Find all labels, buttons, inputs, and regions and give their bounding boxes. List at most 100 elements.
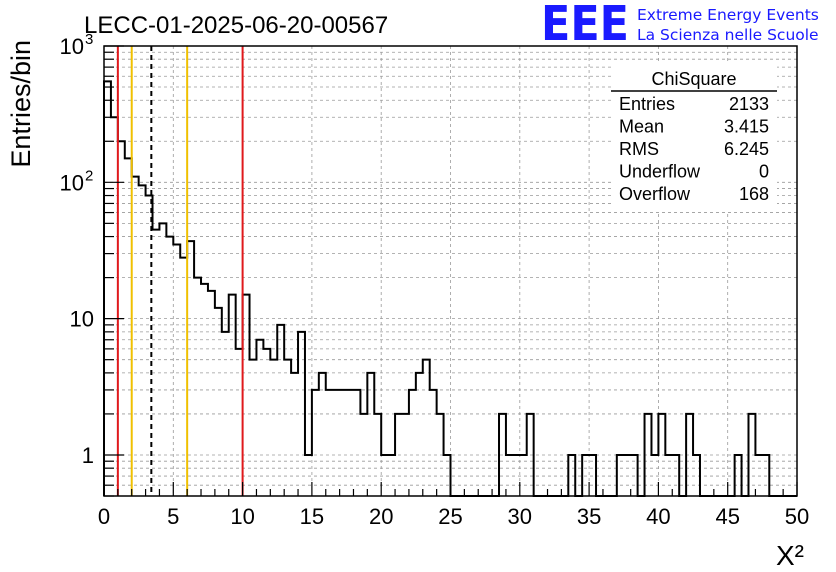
- y-axis-label: Entries/bin: [6, 40, 36, 168]
- histogram-bin: [568, 455, 575, 496]
- histogram-bin: [159, 223, 166, 496]
- histogram-bin: [208, 291, 215, 496]
- x-tick-label: 20: [369, 504, 393, 529]
- stats-box-title: ChiSquare: [651, 69, 736, 89]
- histogram-bin: [291, 373, 298, 496]
- histogram-bin: [527, 414, 534, 496]
- x-tick-label: 30: [508, 504, 532, 529]
- y-tick-exponent: 3: [85, 31, 93, 48]
- histogram-bin: [236, 349, 243, 496]
- histogram-bin: [589, 455, 596, 496]
- histogram-bin: [582, 455, 589, 496]
- x-tick-labels: 0 5 10 15 20 25 30 35 40 45 50: [98, 504, 809, 529]
- y-tick-label: 10: [60, 170, 84, 195]
- histogram-bin: [111, 117, 118, 496]
- stats-value: 168: [739, 184, 769, 204]
- histogram-bin: [277, 325, 284, 496]
- histogram-bin: [173, 244, 180, 496]
- histogram-bin: [319, 373, 326, 496]
- histogram-bin: [250, 360, 257, 496]
- histogram-series: [103, 80, 797, 497]
- histogram-bin: [263, 349, 270, 496]
- stats-label: Underflow: [619, 162, 701, 182]
- histogram-layer: [103, 80, 797, 497]
- x-tick-label: 10: [230, 504, 254, 529]
- histogram-bin: [298, 332, 305, 496]
- stats-box: ChiSquare Entries 2133 Mean 3.415 RMS 6.245 Un…: [611, 63, 777, 211]
- x-tick-label: 35: [577, 504, 601, 529]
- histogram-bin: [651, 455, 658, 496]
- histogram-bin: [256, 340, 263, 496]
- reference-lines-layer: [116, 46, 244, 496]
- histogram-bin: [520, 455, 527, 496]
- y-tick-exponent: 2: [85, 167, 93, 184]
- stats-value: 0: [759, 162, 769, 182]
- eee-logo-mark: EEE: [541, 0, 629, 52]
- histogram-bin: [388, 455, 395, 496]
- histogram-bin: [693, 455, 700, 496]
- histogram-bin: [735, 455, 742, 496]
- histogram-bin: [243, 295, 250, 496]
- x-tick-label: 15: [300, 504, 324, 529]
- stats-label: Mean: [619, 117, 664, 137]
- histogram-bin: [506, 455, 513, 496]
- histogram-bin: [222, 332, 229, 496]
- stats-label: Overflow: [619, 184, 691, 204]
- histogram-bin: [139, 185, 146, 496]
- histogram-bin: [340, 390, 347, 496]
- histogram-bin: [201, 284, 208, 496]
- histogram-bin: [665, 455, 672, 496]
- histogram-bin: [194, 278, 201, 496]
- histogram-bin: [347, 390, 354, 496]
- histogram-bin: [132, 177, 139, 496]
- histogram-bin: [215, 308, 222, 496]
- histogram-bin: [755, 455, 762, 496]
- histogram-bin: [437, 414, 444, 496]
- histogram-bin: [624, 455, 631, 496]
- eee-logo-line2: La Scienza nelle Scuole: [637, 26, 819, 44]
- x-tick-label: 0: [98, 504, 110, 529]
- histogram-bin: [430, 390, 437, 496]
- x-tick-label: 25: [438, 504, 462, 529]
- y-tick-label: 10: [60, 34, 84, 59]
- histogram-bin: [374, 414, 381, 496]
- histogram-bin: [180, 258, 187, 496]
- x-tick-label: 5: [167, 504, 179, 529]
- stats-box-rows: Entries 2133 Mean 3.415 RMS 6.245 Underflow 0 Ov…: [619, 94, 769, 204]
- x-tick-label: 40: [646, 504, 670, 529]
- stats-label: Entries: [619, 94, 675, 114]
- histogram-bin: [166, 237, 173, 496]
- stats-value: 3.415: [724, 117, 769, 137]
- y-tick-label: 1: [82, 443, 94, 468]
- histogram-bin: [658, 414, 665, 496]
- histogram-bin: [409, 390, 416, 496]
- histogram-bin: [270, 360, 277, 496]
- stats-value: 2133: [729, 94, 769, 114]
- histogram-bin: [125, 158, 132, 496]
- histogram-bin: [360, 414, 367, 496]
- histogram-bin: [284, 360, 291, 496]
- x-tick-label: 50: [785, 504, 809, 529]
- histogram-bin: [229, 295, 236, 496]
- histogram-bin: [367, 373, 374, 496]
- histogram-bin: [645, 414, 652, 496]
- axis-ticks-layer: [103, 45, 798, 497]
- histogram-bin: [672, 455, 679, 496]
- histogram-bin: [402, 414, 409, 496]
- histogram-bin: [631, 455, 638, 496]
- histogram-bin: [513, 455, 520, 496]
- eee-logo: EEE Extreme Energy Events La Scienza nel…: [541, 0, 819, 52]
- histogram-bin: [748, 414, 755, 496]
- histogram-bin: [326, 390, 333, 496]
- histogram-bin: [333, 390, 340, 496]
- histogram-bin: [104, 81, 111, 496]
- histogram-bin: [686, 414, 693, 496]
- histogram-bin: [381, 455, 388, 496]
- chart-title: LECC-01-2025-06-20-00567: [84, 12, 388, 39]
- stats-label: RMS: [619, 139, 659, 159]
- x-axis-label: X²: [776, 540, 804, 571]
- histogram-bin: [617, 455, 624, 496]
- histogram-bin: [499, 414, 506, 496]
